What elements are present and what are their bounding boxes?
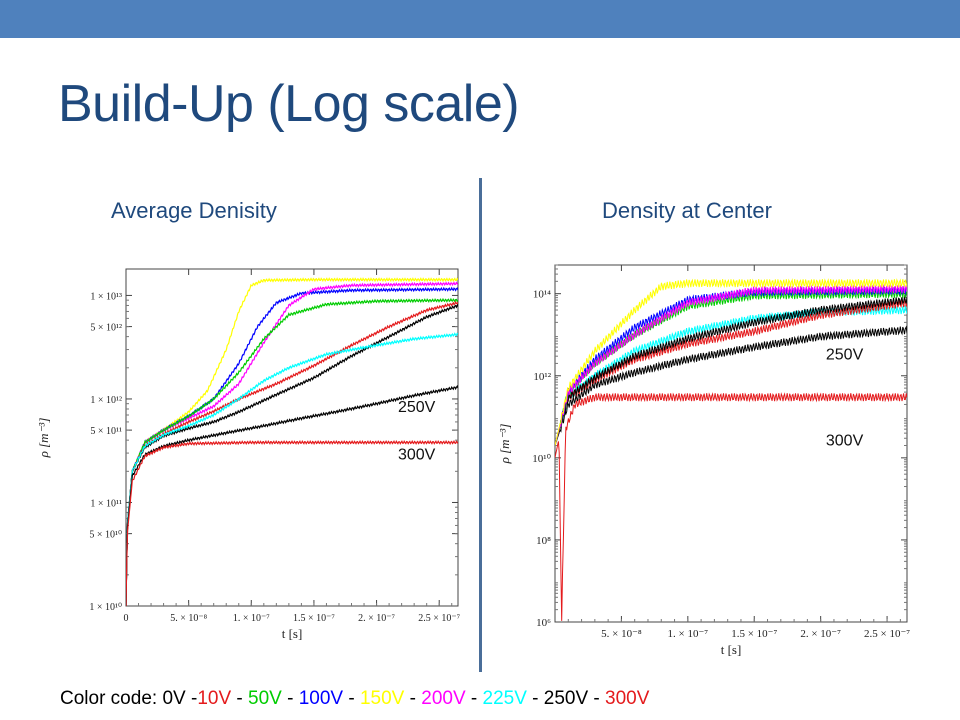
y-tick-label: 10⁶ — [536, 617, 551, 629]
color-code-separator: - — [231, 688, 249, 709]
right-heading: Density at Center — [602, 198, 772, 223]
series-line — [126, 439, 458, 606]
y-axis-label: ρ [m⁻³] — [497, 424, 512, 465]
series-line — [126, 300, 458, 606]
series-line — [126, 304, 458, 606]
series-line — [555, 289, 907, 446]
series-line — [126, 277, 458, 606]
y-tick-label: 10¹⁰ — [532, 453, 551, 465]
x-tick-label: 2.5 × 10⁻⁷ — [864, 628, 910, 640]
y-axis-label: ρ [m⁻³] — [38, 418, 51, 459]
y-tick-label: 10¹⁴ — [533, 289, 551, 301]
column-divider — [479, 178, 482, 672]
series-line — [126, 297, 458, 606]
x-axis-label: t [s] — [282, 626, 303, 641]
x-tick-label: 1.5 × 10⁻⁷ — [293, 613, 335, 624]
series-annotation: 300V — [826, 432, 864, 449]
color-code-separator: - — [281, 688, 299, 709]
series-annotation: 250V — [826, 346, 864, 363]
x-tick-label: 2. × 10⁻⁷ — [358, 613, 395, 624]
color-code-item: 300V — [605, 688, 650, 709]
x-tick-label: 1. × 10⁻⁷ — [233, 613, 270, 624]
y-tick-label: 10¹² — [533, 371, 551, 383]
color-code-separator: - — [404, 688, 422, 709]
plot-frame — [125, 268, 459, 607]
color-code-item: 10V — [197, 688, 232, 709]
x-axis-label: t [s] — [721, 642, 742, 657]
y-tick-label: 1 × 10¹² — [90, 395, 122, 406]
color-code-item: 0V — [162, 688, 186, 709]
center-density-chart: 10⁶ 10⁸ 10¹⁰ 10¹² 10¹⁴ 5. × 10⁻⁸ 1. × 10⁻⁷ 1.5 … — [497, 264, 910, 657]
x-tick-label: 0 — [124, 613, 129, 624]
series-line — [555, 325, 907, 446]
y-tick-label: 5 × 10¹² — [90, 323, 122, 334]
series-line — [126, 385, 458, 606]
y-tick-label: 10⁸ — [536, 535, 551, 547]
x-tick-label: 2.5 × 10⁻⁷ — [418, 613, 460, 624]
color-code-item: 150V — [359, 688, 405, 709]
y-tick-label: 1 × 10¹¹ — [90, 498, 122, 509]
color-code-item: 250V — [543, 688, 589, 709]
series-line — [126, 332, 458, 606]
color-code-separator: - — [185, 688, 198, 709]
y-tick-label: 1 × 10¹⁰ — [89, 602, 122, 613]
series-line — [555, 278, 907, 446]
y-tick-label: 1 × 10¹³ — [90, 291, 122, 302]
series-line — [555, 284, 907, 446]
x-tick-label: 2. × 10⁻⁷ — [800, 628, 841, 640]
accent-bar — [0, 0, 960, 38]
series-line — [555, 296, 907, 446]
series-group — [555, 278, 907, 621]
series-line — [555, 305, 907, 446]
average-density-chart: 1 × 10¹⁰ 5 × 10¹⁰ 1 × 10¹¹ 5 × 10¹¹ 1 × 10¹²… — [38, 268, 461, 641]
color-code-separator: - — [526, 688, 544, 709]
series-line — [126, 281, 458, 606]
color-code-separator: - — [588, 688, 606, 709]
series-annotation: 300V — [398, 447, 436, 464]
color-code-item: 100V — [298, 688, 344, 709]
x-tick-label: 5. × 10⁻⁸ — [170, 613, 207, 624]
color-code-item: 200V — [421, 688, 466, 709]
color-code-item: 225V — [482, 688, 527, 709]
left-heading: Average Denisity — [111, 198, 277, 223]
x-tick-label: 1. × 10⁻⁷ — [668, 628, 709, 640]
y-tick-label: 5 × 10¹⁰ — [89, 530, 122, 541]
x-tick-label: 5. × 10⁻⁸ — [601, 628, 642, 640]
series-group — [126, 277, 458, 606]
y-tick-label: 5 × 10¹¹ — [90, 426, 122, 437]
series-line — [555, 392, 907, 621]
color-code-legend: Color code: 0V -10V - 50V - 100V - 150V … — [60, 688, 649, 710]
color-code-item: 50V — [248, 688, 282, 709]
color-code-separator: - — [465, 688, 483, 709]
slide-title: Build-Up (Log scale) — [58, 75, 520, 133]
color-code-prefix: Color code: — [60, 688, 163, 709]
color-code-separator: - — [343, 688, 360, 709]
series-annotation: 250V — [398, 399, 436, 416]
x-tick-label: 1.5 × 10⁻⁷ — [731, 628, 777, 640]
